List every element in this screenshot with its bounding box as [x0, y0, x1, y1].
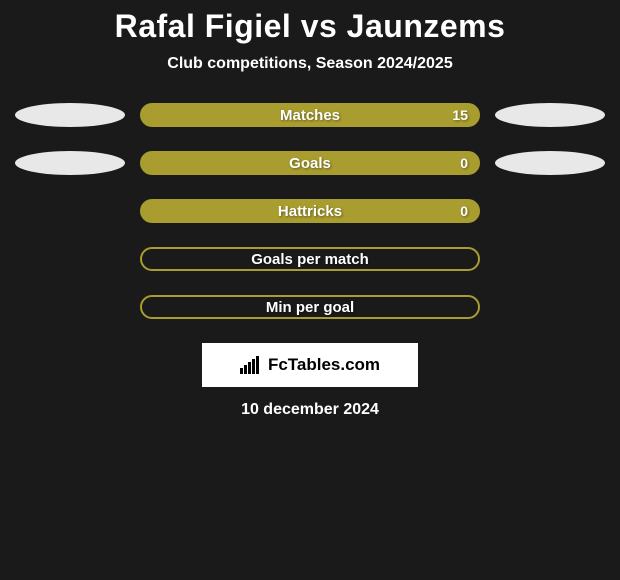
left-ellipse [15, 151, 125, 175]
stat-bar: Min per goal [140, 295, 480, 319]
date-text: 10 december 2024 [0, 401, 620, 419]
left-ellipse-slot [10, 151, 130, 175]
stat-label: Hattricks [278, 203, 342, 220]
stat-label: Goals [289, 155, 331, 172]
stat-row: Matches 15 [0, 103, 620, 127]
stat-label: Min per goal [266, 299, 354, 316]
stat-bar: Matches 15 [140, 103, 480, 127]
left-ellipse [15, 103, 125, 127]
right-ellipse-slot [490, 103, 610, 127]
stat-value: 15 [452, 107, 468, 123]
comparison-infographic: Rafal Figiel vs Jaunzems Club competitio… [0, 0, 620, 419]
stat-row: Goals per match [0, 247, 620, 271]
stat-value: 0 [460, 203, 468, 219]
page-title: Rafal Figiel vs Jaunzems [0, 8, 620, 45]
right-ellipse [495, 151, 605, 175]
stat-row: Goals 0 [0, 151, 620, 175]
source-badge: FcTables.com [202, 343, 418, 387]
stat-row: Hattricks 0 [0, 199, 620, 223]
stat-value: 0 [460, 155, 468, 171]
right-ellipse [495, 103, 605, 127]
stat-row: Min per goal [0, 295, 620, 319]
stat-bar: Hattricks 0 [140, 199, 480, 223]
stat-label: Matches [280, 107, 340, 124]
stat-bar: Goals per match [140, 247, 480, 271]
source-badge-text: FcTables.com [268, 355, 380, 375]
stat-label: Goals per match [251, 251, 369, 268]
right-ellipse-slot [490, 151, 610, 175]
stats-area: Matches 15 Goals 0 Hattricks 0 Goals per match… [0, 103, 620, 319]
bar-chart-icon [240, 356, 262, 374]
subtitle: Club competitions, Season 2024/2025 [0, 55, 620, 73]
left-ellipse-slot [10, 103, 130, 127]
stat-bar: Goals 0 [140, 151, 480, 175]
